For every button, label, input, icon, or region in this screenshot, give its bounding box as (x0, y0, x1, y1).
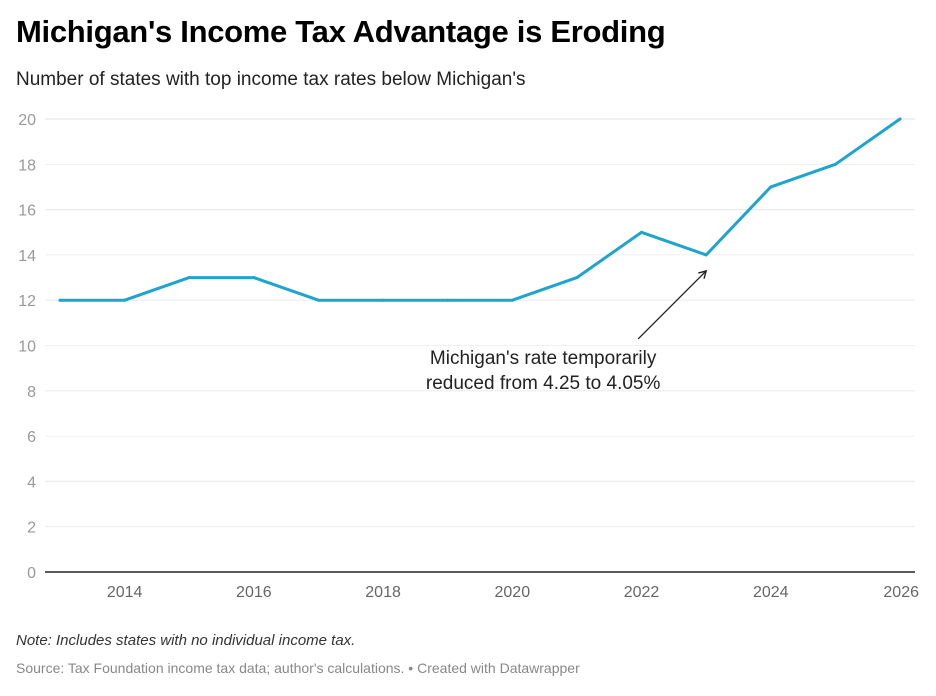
data-point-2025 (833, 162, 837, 166)
gridlines (45, 118, 915, 528)
data-point-2016 (252, 276, 256, 280)
data-point-2019 (446, 298, 450, 302)
data-point-2014 (123, 298, 127, 302)
data-point-2021 (575, 276, 579, 280)
data-point-2015 (187, 276, 191, 280)
x-tick-label: 2020 (495, 584, 531, 601)
x-tick-label: 2014 (107, 584, 143, 601)
data-point-2026 (898, 117, 902, 121)
x-tick-label: 2018 (365, 584, 401, 601)
annotation-arrow (637, 269, 708, 340)
x-axis-ticks: 2014 2016 2018 2020 2022 2024 2026 (107, 584, 919, 601)
data-point-2018 (381, 298, 385, 302)
data-point-2023 (704, 253, 708, 257)
y-tick-label: 0 (27, 565, 36, 582)
x-tick-label: 2026 (883, 584, 919, 601)
y-tick-label: 6 (27, 429, 36, 446)
data-point-2013 (58, 298, 62, 302)
annotation-text-line-1: Michigan's rate temporarily (430, 348, 657, 369)
data-point-2024 (769, 185, 773, 189)
y-tick-label: 16 (18, 203, 36, 220)
y-tick-label: 4 (27, 474, 36, 491)
y-tick-label: 20 (18, 112, 36, 129)
x-tick-label: 2022 (624, 584, 660, 601)
chart-subtitle: Number of states with top income tax rat… (16, 69, 526, 90)
y-tick-label: 2 (27, 520, 36, 537)
data-point-2020 (510, 298, 514, 302)
data-point-2017 (316, 298, 320, 302)
chart-title: Michigan's Income Tax Advantage is Erodi… (16, 14, 666, 49)
annotation-text-line-2: reduced from 4.25 to 4.05% (426, 373, 661, 394)
data-points (58, 117, 902, 302)
y-axis-ticks: 0 2 4 6 8 10 12 14 16 18 20 (18, 112, 36, 582)
data-point-2022 (640, 230, 644, 234)
y-tick-label: 12 (18, 293, 36, 310)
x-tick-label: 2024 (753, 584, 789, 601)
chart-source: Source: Tax Foundation income tax data; … (16, 660, 580, 676)
y-tick-label: 18 (18, 157, 36, 174)
y-tick-label: 14 (18, 248, 36, 265)
chart-note: Note: Includes states with no individual… (16, 632, 356, 649)
y-tick-label: 8 (27, 384, 36, 401)
y-tick-label: 10 (18, 339, 36, 356)
x-tick-label: 2016 (236, 584, 272, 601)
series-line (58, 117, 902, 302)
